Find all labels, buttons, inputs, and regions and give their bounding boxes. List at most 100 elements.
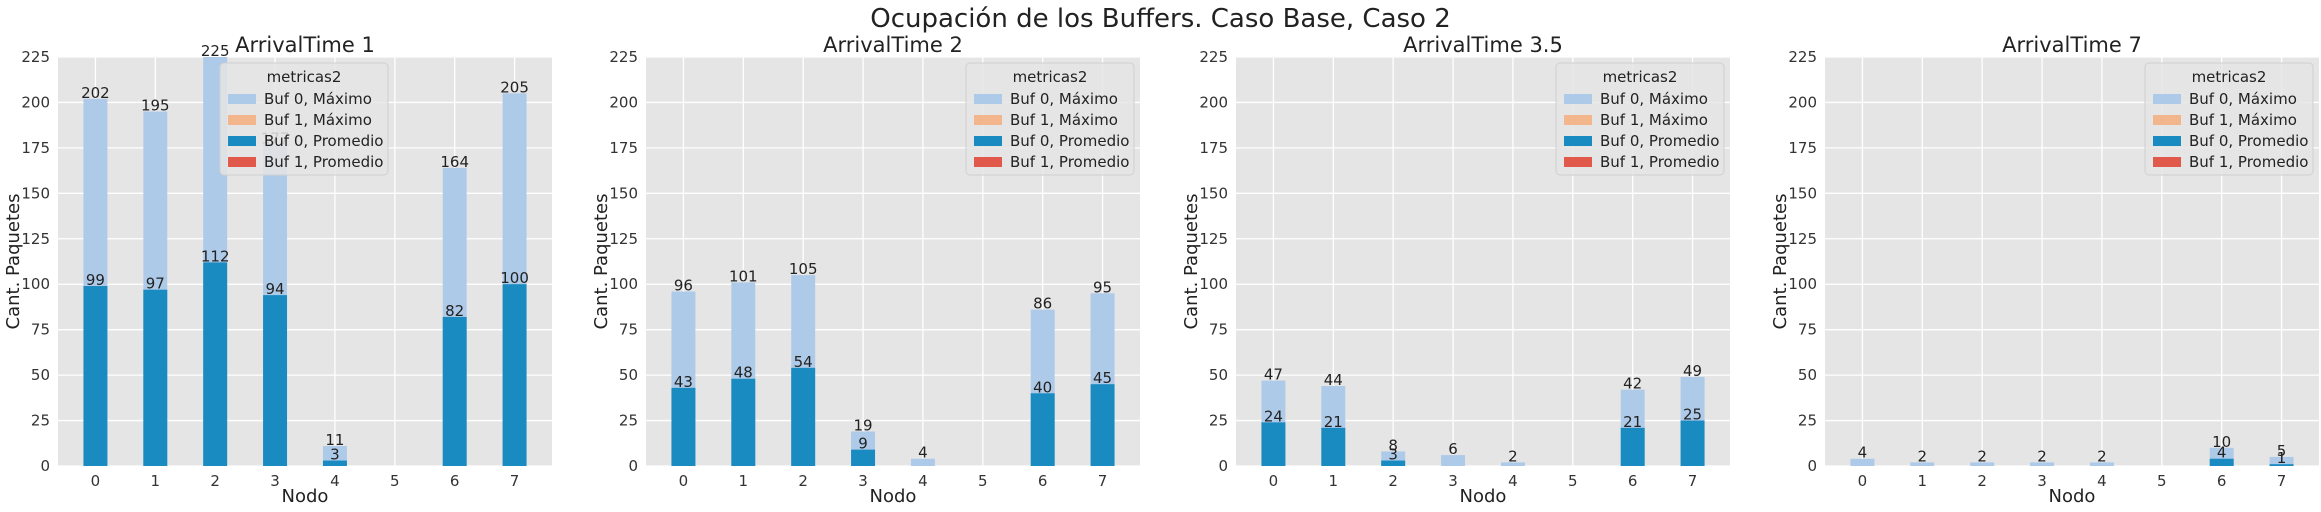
y-tick-label: 175 [1788, 139, 1817, 157]
y-tick-label: 0 [628, 457, 638, 475]
x-tick-label: 4 [330, 472, 340, 490]
bar [1090, 384, 1115, 466]
x-tick-label: 7 [1688, 472, 1698, 490]
data-label: 25 [1683, 406, 1702, 424]
y-tick-label: 50 [619, 366, 638, 384]
bar [731, 378, 756, 466]
x-tick-label: 7 [1098, 472, 1108, 490]
data-label: 82 [445, 302, 464, 320]
data-label: 99 [86, 271, 105, 289]
data-label: 97 [146, 275, 165, 293]
legend-entry: Buf 1, Máximo [1600, 111, 1708, 129]
data-label: 47 [1264, 366, 1283, 384]
legend-box [219, 62, 389, 176]
data-label: 2 [1918, 447, 1928, 465]
y-tick-label: 175 [609, 139, 638, 157]
legend: metricas2 Buf 0, Máximo Buf 1, Máximo Buf 0… [965, 62, 1135, 176]
y-tick-label: 75 [1798, 321, 1817, 339]
x-tick-label: 2 [1977, 472, 1987, 490]
data-label: 1 [2277, 449, 2287, 467]
x-tick-label: 4 [2097, 472, 2107, 490]
legend-swatch [2153, 157, 2181, 167]
legend-entry: Buf 0, Promedio [264, 132, 383, 150]
bar [910, 458, 935, 466]
y-tick-label: 150 [1788, 184, 1817, 202]
legend-swatch [1564, 115, 1592, 125]
data-label: 101 [729, 267, 758, 285]
legend-swatch [228, 115, 256, 125]
x-tick-label: 7 [2277, 472, 2287, 490]
x-tick-label: 3 [270, 472, 280, 490]
legend-swatch [974, 94, 1002, 104]
y-tick-label: 125 [21, 230, 50, 248]
legend-entry: Buf 1, Máximo [264, 111, 372, 129]
x-tick-label: 3 [1448, 472, 1458, 490]
x-tick-label: 0 [1858, 472, 1868, 490]
y-tick-label: 100 [21, 275, 50, 293]
x-tick-label: 5 [1568, 472, 1578, 490]
legend-box [1555, 62, 1725, 176]
y-tick-label: 175 [1199, 139, 1228, 157]
y-tick-label: 75 [619, 321, 638, 339]
bar [1381, 460, 1406, 466]
legend-swatch [1564, 94, 1592, 104]
bar [203, 262, 228, 466]
x-tick-label: 5 [978, 472, 988, 490]
data-label: 2 [2037, 447, 2047, 465]
legend-title: metricas2 [267, 68, 342, 86]
legend-box [965, 62, 1135, 176]
y-axis-label: Cant. Paquetes [1181, 193, 1202, 329]
y-tick-label: 0 [1807, 457, 1817, 475]
data-label: 202 [81, 84, 110, 102]
y-tick-label: 125 [1199, 230, 1228, 248]
y-tick-label: 25 [1798, 412, 1817, 430]
y-tick-label: 225 [609, 48, 638, 66]
data-label: 2 [2097, 447, 2107, 465]
data-label: 40 [1033, 378, 1052, 396]
legend: metricas2 Buf 0, Máximo Buf 1, Máximo Buf 0… [1555, 62, 1725, 176]
subplot-title: ArrivalTime 3.5 [1403, 33, 1563, 57]
legend-swatch [228, 136, 256, 146]
x-axis-label: Nodo [870, 486, 917, 507]
bar [1500, 462, 1525, 466]
data-label: 4 [2217, 444, 2227, 462]
legend-title: metricas2 [1013, 68, 1088, 86]
x-tick-label: 2 [210, 472, 220, 490]
data-label: 105 [789, 260, 818, 278]
x-tick-label: 3 [858, 472, 868, 490]
legend-swatch [974, 115, 1002, 125]
x-tick-label: 1 [151, 472, 161, 490]
data-label: 2 [1977, 447, 1987, 465]
legend-entry: Buf 1, Máximo [1010, 111, 1118, 129]
legend-entry: Buf 0, Promedio [1010, 132, 1129, 150]
data-label: 24 [1264, 407, 1283, 425]
bar [1910, 462, 1935, 466]
data-label: 43 [674, 373, 693, 391]
subplot-title: ArrivalTime 7 [2002, 33, 2142, 57]
y-tick-label: 225 [1788, 48, 1817, 66]
x-tick-label: 4 [1508, 472, 1518, 490]
y-axis-label: Cant. Paquetes [591, 193, 612, 329]
x-tick-label: 6 [1038, 472, 1048, 490]
data-label: 4 [1858, 444, 1868, 462]
y-tick-label: 50 [1209, 366, 1228, 384]
x-tick-label: 6 [450, 472, 460, 490]
y-tick-label: 125 [609, 230, 638, 248]
legend-entry: Buf 0, Máximo [2189, 90, 2297, 108]
data-label: 195 [141, 97, 170, 115]
x-tick-label: 0 [1269, 472, 1279, 490]
x-tick-label: 5 [2157, 472, 2167, 490]
data-label: 8 [1388, 436, 1398, 454]
bar [1441, 455, 1466, 466]
y-tick-label: 25 [31, 412, 50, 430]
bar [2209, 458, 2234, 466]
x-tick-label: 7 [510, 472, 520, 490]
y-tick-label: 175 [21, 139, 50, 157]
data-label: 2 [1508, 447, 1518, 465]
legend-entry: Buf 0, Máximo [1010, 90, 1118, 108]
bar [851, 449, 876, 466]
